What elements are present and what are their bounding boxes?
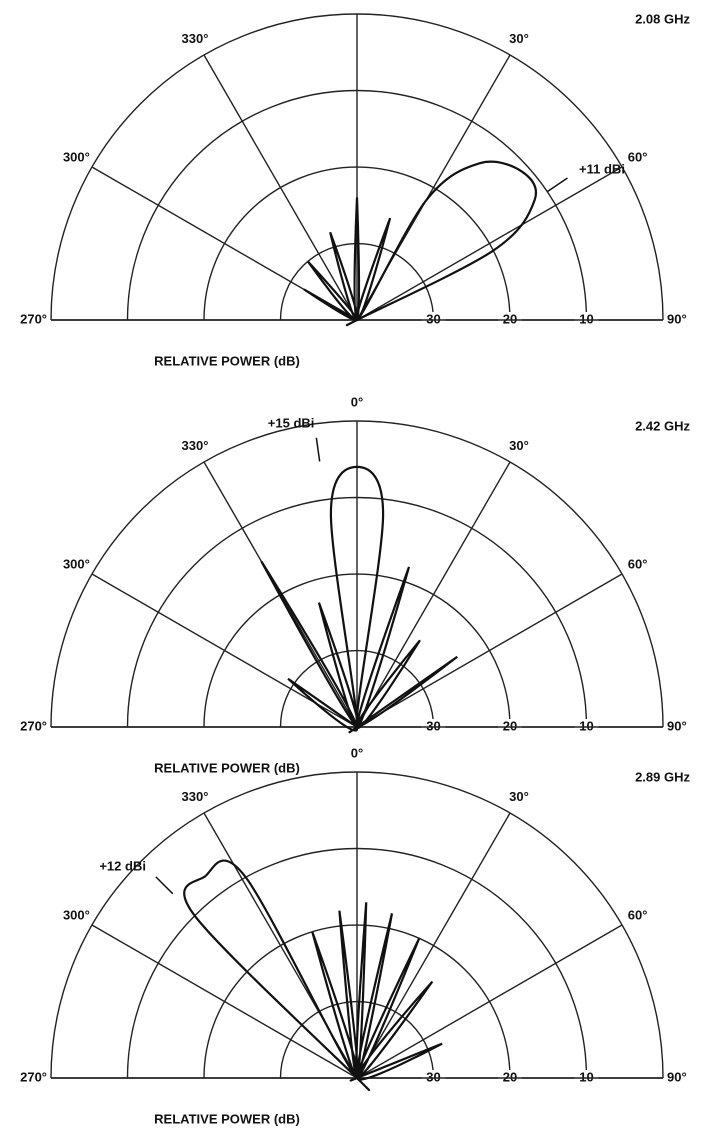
annotation-arrow <box>155 876 174 895</box>
annotation: +15 dBi <box>268 415 315 430</box>
r-tick-label: 10 <box>579 311 593 326</box>
label-bg <box>137 353 312 369</box>
spoke <box>356 166 623 321</box>
angle-label: 330° <box>182 438 209 453</box>
axis-label: RELATIVE POWER (dB) <box>154 353 300 368</box>
angle-label: 330° <box>182 31 209 46</box>
label-bg <box>137 1111 312 1127</box>
spoke <box>356 924 623 1079</box>
angle-label: 0° <box>351 0 363 2</box>
chart-title: 2.89 GHz <box>635 769 690 784</box>
angle-label: 90° <box>667 311 687 326</box>
r-tick-label: 20 <box>503 718 517 733</box>
r-tick-label: 30 <box>426 311 440 326</box>
angle-label: 0° <box>351 745 363 760</box>
angle-label: 270° <box>20 311 47 326</box>
annotation: +12 dBi <box>99 858 146 873</box>
angle-label: 60° <box>628 907 648 922</box>
spoke <box>356 573 623 728</box>
angle-label: 300° <box>63 556 90 571</box>
spoke <box>203 54 358 321</box>
r-tick-label: 30 <box>426 1069 440 1084</box>
angle-label: 270° <box>20 1069 47 1084</box>
r-tick-label: 20 <box>503 1069 517 1084</box>
angle-label: 330° <box>182 789 209 804</box>
angle-label: 60° <box>628 556 648 571</box>
label-bg <box>137 760 312 776</box>
r-tick-label: 30 <box>426 718 440 733</box>
r-tick-label: 10 <box>579 718 593 733</box>
angle-label: 30° <box>509 789 529 804</box>
spoke <box>356 461 511 728</box>
pattern-curve <box>183 859 443 1092</box>
axis-label: RELATIVE POWER (dB) <box>154 760 300 775</box>
annotation-arrow <box>315 437 321 462</box>
axis-label: RELATIVE POWER (dB) <box>154 1111 300 1126</box>
pattern-curve <box>303 160 537 327</box>
r-tick-label: 20 <box>503 311 517 326</box>
angle-label: 90° <box>667 1069 687 1084</box>
spoke <box>356 812 511 1079</box>
spoke <box>91 924 358 1079</box>
angle-label: 300° <box>63 149 90 164</box>
pattern-curve <box>260 465 458 734</box>
annotation: +11 dBi <box>579 162 625 177</box>
chart-title: 2.42 GHz <box>635 418 690 433</box>
annotation-arrow <box>547 177 568 193</box>
angle-label: 60° <box>628 149 648 164</box>
r-tick-label: 10 <box>579 1069 593 1084</box>
chart-title: 2.08 GHz <box>635 11 690 26</box>
angle-label: 30° <box>509 438 529 453</box>
angle-label: 300° <box>63 907 90 922</box>
angle-label: 270° <box>20 718 47 733</box>
angle-label: 30° <box>509 31 529 46</box>
angle-label: 0° <box>351 394 363 409</box>
angle-label: 90° <box>667 718 687 733</box>
